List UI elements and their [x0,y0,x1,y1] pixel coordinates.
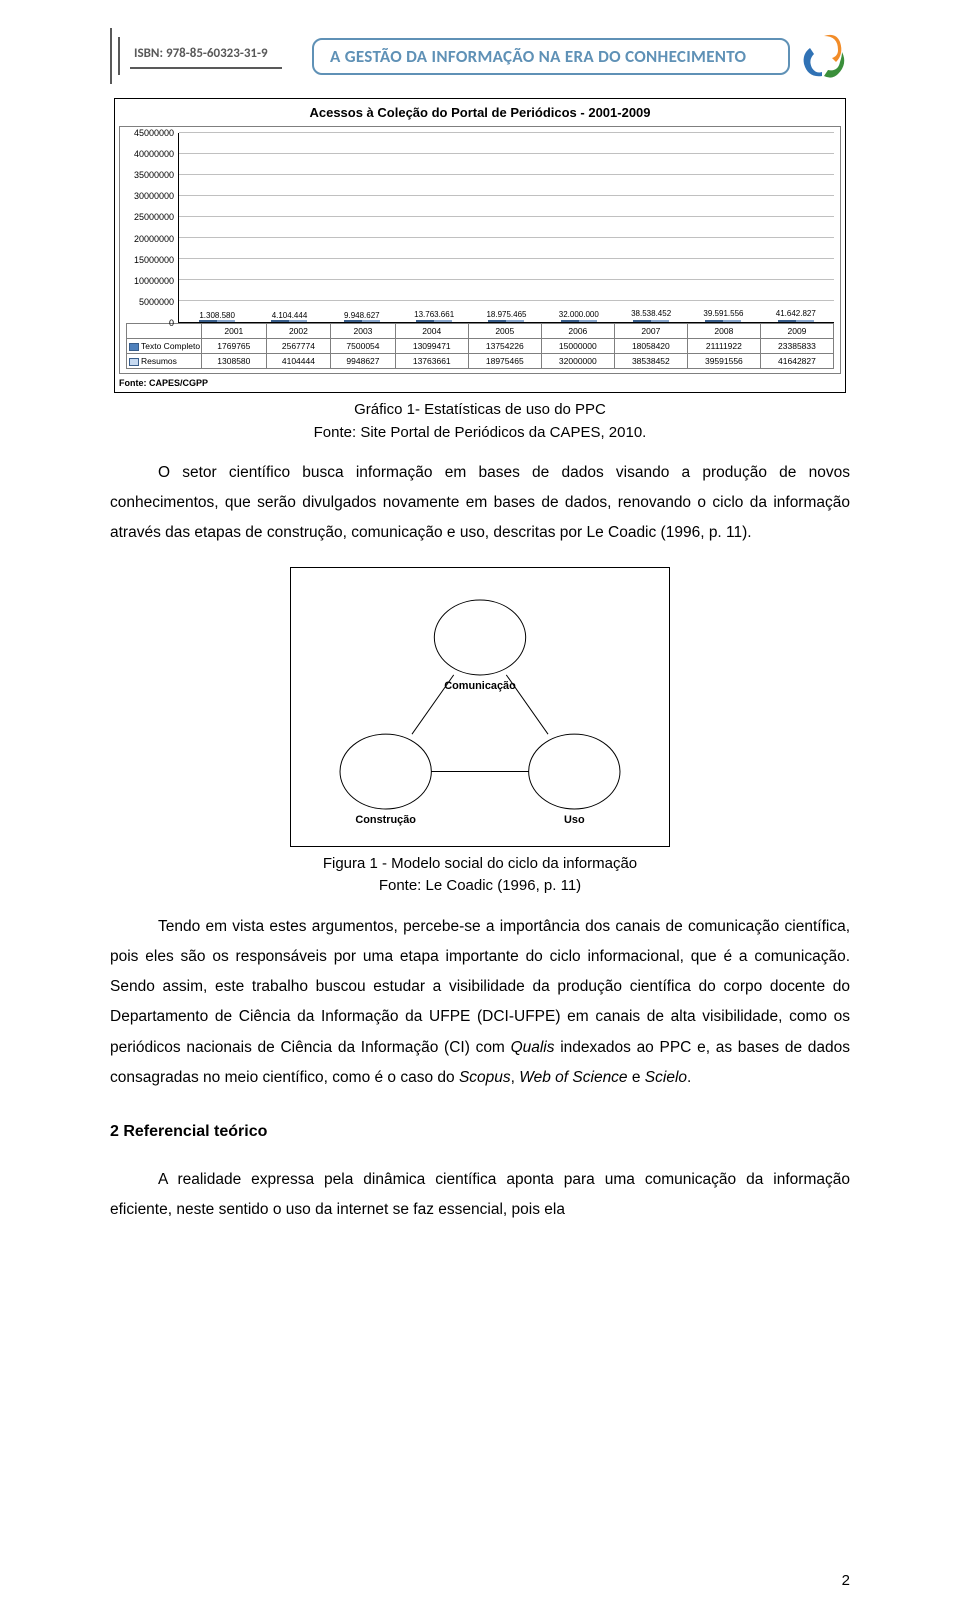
chart-source: Fonte: CAPES/CGPP [119,378,841,388]
bar-resumos [434,320,452,322]
page-number: 2 [842,1572,850,1589]
diagram-node-label: Construção [355,814,416,826]
bar-texto-completo [705,320,723,322]
chart-caption-line1: Gráfico 1- Estatísticas de uso do PPC [354,401,606,418]
header-divider [110,28,112,84]
page-header: ISBN: 978-85-60323-31-9 A GESTÃO DA INFO… [110,0,850,84]
body-paragraph: Tendo em vista estes argumentos, percebe… [110,912,850,1093]
bar-texto-completo [344,320,362,322]
bar-value-label: 32.000.000 [559,310,599,319]
logo-icon [798,30,850,82]
bar-resumos [651,320,669,322]
bar-value-label: 1.308.580 [199,311,235,320]
chart-y-axis: 0500000010000000150000002000000025000000… [126,133,178,323]
bar-texto-completo [561,320,579,322]
diagram-node [529,734,620,809]
chart-bars: 1.308.580 4.104.444 9.948.627 13.763.661 18.… [179,133,834,322]
chart-caption: Gráfico 1- Estatísticas de uso do PPC Fo… [110,399,850,444]
bar-resumos [579,320,597,322]
chart-caption-line2: Fonte: Site Portal de Periódicos da CAPE… [314,424,647,441]
bar-resumos [796,320,814,322]
bar-group: 1.308.580 [193,320,241,322]
bar-texto-completo [271,320,289,322]
chart-plot-area: 1.308.580 4.104.444 9.948.627 13.763.661 18.… [178,133,834,323]
bar-group: 4.104.444 [265,320,313,322]
table-header-row: 200120022003200420052006200720082009 [127,324,834,339]
chart-title: Acessos à Coleção do Portal de Periódico… [119,105,841,120]
document-title: A GESTÃO DA INFORMAÇÃO NA ERA DO CONHECI… [312,38,790,75]
bar-group: 41.642.827 [772,320,820,322]
bar-resumos [362,320,380,322]
isbn-block: ISBN: 978-85-60323-31-9 [110,28,282,84]
bar-group: 39.591.556 [699,320,747,322]
table-row-resumos: Resumos130858041044449948627137636611897… [127,354,834,369]
bar-value-label: 13.763.661 [414,310,454,319]
bar-texto-completo [199,320,217,322]
bar-resumos [723,320,741,322]
figure-caption-line2: Fonte: Le Coadic (1996, p. 11) [379,877,581,894]
body-paragraph: A realidade expressa pela dinâmica cient… [110,1165,850,1225]
diagram-node [434,600,525,675]
bar-texto-completo [633,320,651,322]
bar-value-label: 38.538.452 [631,309,671,318]
section-heading: 2 Referencial teórico [110,1123,850,1141]
diagram-node-label: Uso [564,814,585,826]
bar-group: 32.000.000 [555,320,603,322]
header-divider [118,37,120,75]
bar-texto-completo [416,320,434,322]
bar-value-label: 41.642.827 [776,309,816,318]
bar-value-label: 18.975.465 [486,310,526,319]
bar-group: 18.975.465 [482,320,530,322]
isbn-label: ISBN: 978-85-60323-31-9 [130,44,282,63]
bar-group: 13.763.661 [410,320,458,322]
bar-resumos [289,320,307,322]
chart-data-table: 200120022003200420052006200720082009Text… [126,323,834,369]
chart-panel: 0500000010000000150000002000000025000000… [119,126,841,374]
bar-value-label: 39.591.556 [703,309,743,318]
bar-group: 9.948.627 [338,320,386,322]
figure-caption: Figura 1 - Modelo social do ciclo da inf… [110,853,850,898]
bar-resumos [217,320,235,322]
figure-caption-line1: Figura 1 - Modelo social do ciclo da inf… [323,855,637,872]
diagram-node-label: Comunicação [444,680,516,692]
chart-container: Acessos à Coleção do Portal de Periódico… [114,98,846,393]
cycle-diagram: Comunicação Construção Uso [290,567,670,847]
body-paragraph: O setor científico busca informação em b… [110,458,850,549]
bar-texto-completo [778,320,796,322]
bar-resumos [506,320,524,322]
bar-value-label: 4.104.444 [272,311,308,320]
isbn-underline [130,67,282,69]
bar-texto-completo [488,320,506,322]
bar-group: 38.538.452 [627,320,675,322]
bar-value-label: 9.948.627 [344,311,380,320]
table-row-texto-completo: Texto Completo17697652567774750005413099… [127,339,834,354]
diagram-node [340,734,431,809]
